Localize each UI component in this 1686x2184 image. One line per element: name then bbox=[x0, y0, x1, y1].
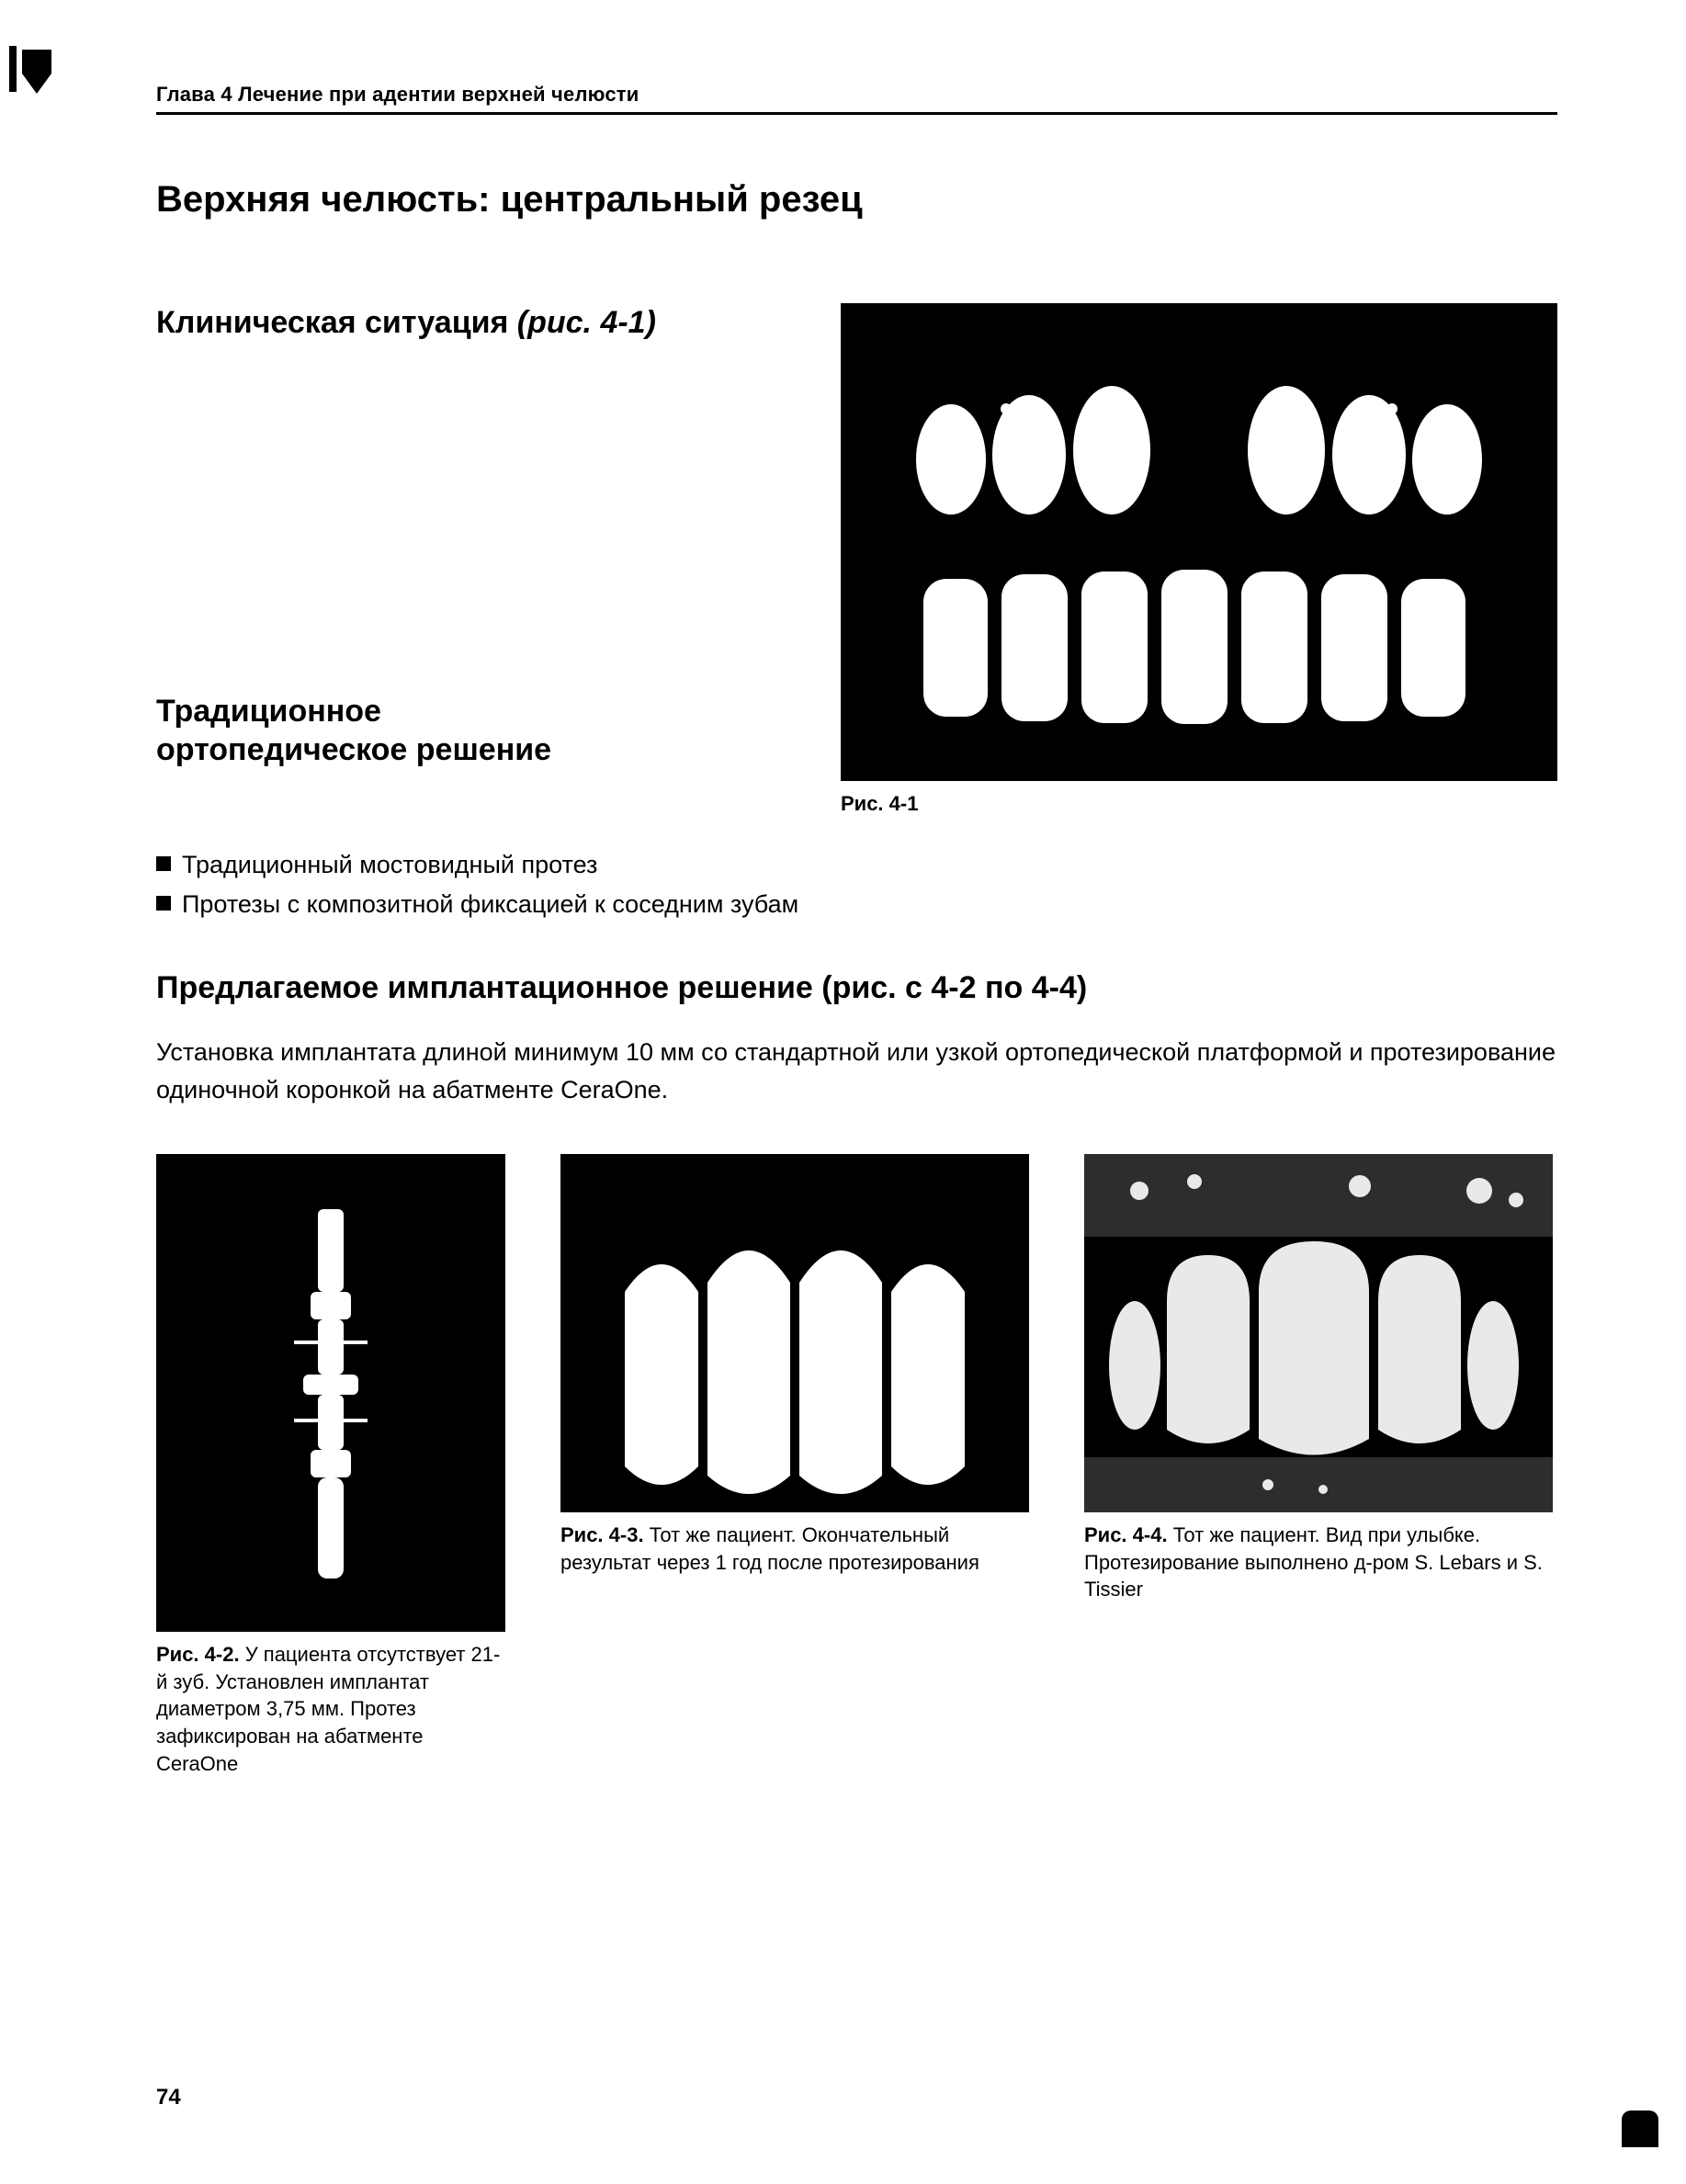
clinical-row: Клиническая ситуация (рис. 4-1) Традицио… bbox=[156, 303, 1557, 818]
figure-4-3-col: Рис. 4-3. Тот же пациент. Окончательный … bbox=[560, 1154, 1029, 1576]
figure-4-3-graphic-icon bbox=[560, 1154, 1029, 1512]
figure-4-4-graphic-icon bbox=[1084, 1154, 1553, 1512]
square-bullet-icon bbox=[156, 856, 171, 871]
traditional-heading: Традиционное ортопедическое решение bbox=[156, 692, 786, 770]
traditional-list: Традиционный мостовидный протез Протезы … bbox=[156, 845, 1557, 924]
figure-4-2-caption: Рис. 4-2. У пациента отсутствует 21-й зу… bbox=[156, 1641, 505, 1777]
clinical-heading-text: Клиническая ситуация bbox=[156, 305, 517, 340]
figure-4-4-caption: Рис. 4-4. Тот же пациент. Вид при улыбке… bbox=[1084, 1522, 1553, 1603]
figure-4-1-graphic-icon bbox=[841, 303, 1557, 781]
list-item: Традиционный мостовидный протез bbox=[156, 845, 1557, 885]
square-bullet-icon bbox=[156, 896, 171, 911]
traditional-heading-line2: ортопедическое решение bbox=[156, 732, 551, 767]
corner-mark-icon bbox=[1622, 2110, 1658, 2147]
page-number: 74 bbox=[156, 2085, 181, 2110]
figure-4-4-label: Рис. 4-4. bbox=[1084, 1523, 1168, 1546]
traditional-heading-line1: Традиционное bbox=[156, 694, 381, 729]
running-head: Глава 4 Лечение при адентии верхней челю… bbox=[156, 83, 1557, 115]
figure-4-3 bbox=[560, 1154, 1029, 1512]
binding-mark-icon bbox=[9, 46, 55, 101]
figure-row: Рис. 4-2. У пациента отсутствует 21-й зу… bbox=[156, 1154, 1557, 1777]
implant-solution-body: Установка имплантата длиной минимум 10 м… bbox=[156, 1034, 1557, 1108]
figure-4-4-col: Рис. 4-4. Тот же пациент. Вид при улыбке… bbox=[1084, 1154, 1553, 1603]
figure-4-1-caption: Рис. 4-1 bbox=[841, 790, 1557, 818]
clinical-situation-heading: Клиническая ситуация (рис. 4-1) bbox=[156, 303, 786, 343]
figure-4-2 bbox=[156, 1154, 505, 1632]
figure-4-3-label: Рис. 4-3. bbox=[560, 1523, 644, 1546]
implant-solution-heading: Предлагаемое имплантационное решение (ри… bbox=[156, 970, 1557, 1006]
page-title: Верхняя челюсть: центральный резец bbox=[156, 179, 1557, 221]
figure-4-1 bbox=[841, 303, 1557, 781]
clinical-heading-ref: (рис. 4-1) bbox=[517, 305, 656, 340]
list-item: Протезы с композитной фиксацией к соседн… bbox=[156, 885, 1557, 924]
figure-4-2-col: Рис. 4-2. У пациента отсутствует 21-й зу… bbox=[156, 1154, 505, 1777]
list-item-text: Традиционный мостовидный протез bbox=[182, 845, 597, 885]
figure-4-2-graphic-icon bbox=[156, 1154, 505, 1632]
figure-4-2-label: Рис. 4-2. bbox=[156, 1643, 240, 1666]
figure-4-4 bbox=[1084, 1154, 1553, 1512]
page: Глава 4 Лечение при адентии верхней челю… bbox=[0, 0, 1686, 2184]
figure-4-3-caption: Рис. 4-3. Тот же пациент. Окончательный … bbox=[560, 1522, 1029, 1576]
list-item-text: Протезы с композитной фиксацией к соседн… bbox=[182, 885, 798, 924]
figure-4-1-label: Рис. 4-1 bbox=[841, 792, 918, 815]
